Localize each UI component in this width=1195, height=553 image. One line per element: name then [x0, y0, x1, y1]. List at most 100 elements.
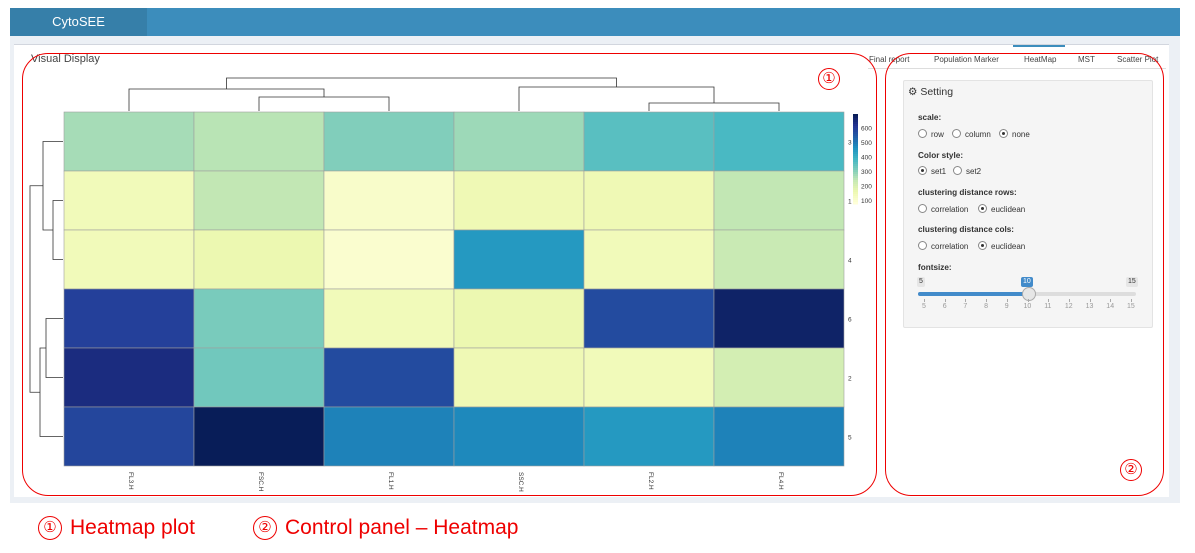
rows-euclidean-radio[interactable]: euclidean — [978, 204, 1025, 214]
heatmap-cell — [323, 406, 455, 467]
fontsize-slider-handle[interactable] — [1021, 287, 1036, 301]
scale-row-radio[interactable]: row — [918, 129, 944, 139]
slider-tick-mark — [924, 299, 925, 302]
color-set2-radio[interactable]: set2 — [953, 166, 981, 176]
colorbar-segment — [853, 196, 858, 199]
heatmap-cell — [63, 406, 195, 467]
tab-heatmap[interactable]: HeatMap — [1024, 55, 1057, 64]
colorbar-segment — [853, 150, 858, 153]
colorbar-segment — [853, 120, 858, 123]
gear-icon: ⚙ — [908, 86, 918, 98]
colorbar-segment — [853, 132, 858, 135]
slider-tick-mark — [1089, 299, 1091, 302]
colorbar-segment — [853, 190, 858, 193]
fontsize-label: fontsize: — [918, 263, 952, 272]
slider-tick-label: 13 — [1085, 303, 1094, 310]
slider-tick-label: 9 — [1004, 303, 1009, 310]
heatmap-cell — [193, 111, 325, 172]
app-title[interactable]: CytoSEE — [10, 8, 147, 36]
heatmap-cell — [323, 288, 455, 349]
color-set1-radio[interactable]: set1 — [918, 166, 946, 176]
colorbar-segment — [853, 202, 858, 205]
heatmap-highlight — [22, 53, 877, 496]
tab-final-report[interactable]: Final report — [869, 55, 910, 64]
heatmap-cell — [713, 229, 845, 290]
heatmap-cell — [583, 170, 715, 231]
colorbar-tick-label: 400 — [861, 155, 872, 162]
heatmap-cell — [63, 229, 195, 290]
row-label: 4 — [848, 258, 852, 265]
heatmap-cell — [193, 229, 325, 290]
heatmap-cell — [63, 288, 195, 349]
row-label: 3 — [848, 140, 852, 147]
colorbar-segment — [853, 158, 858, 161]
column-label: FL3.H — [127, 472, 134, 490]
row-label: 5 — [848, 435, 852, 442]
color-style-label: Color style: — [918, 151, 964, 160]
colorbar-segment — [853, 138, 858, 141]
settings-title-text: Setting — [920, 86, 954, 98]
colorbar-segment — [853, 194, 858, 197]
colorbar-segment — [853, 142, 858, 145]
column-label: FL4.H — [777, 472, 784, 490]
slider-max-label: 15 — [1126, 277, 1138, 287]
colorbar-segment — [853, 134, 858, 137]
caption-heatmap: ① Heatmap plot — [38, 516, 195, 540]
clustering-cols-label: clustering distance cols: — [918, 225, 1015, 234]
colorbar-segment — [853, 198, 858, 201]
fontsize-slider-fill — [918, 292, 1028, 296]
rows-correlation-radio[interactable]: correlation — [918, 204, 968, 214]
colorbar-segment — [853, 200, 858, 203]
colorbar-tick-label: 200 — [861, 184, 872, 191]
marker-1: ① — [818, 68, 840, 90]
slider-value-label: 10 — [1021, 277, 1033, 287]
heatmap-cell — [713, 111, 845, 172]
control-panel-highlight — [885, 53, 1164, 496]
colorbar-tick-label: 300 — [861, 169, 872, 176]
heatmap-cell — [193, 406, 325, 467]
caption-control-panel: ② Control panel – Heatmap — [253, 516, 518, 540]
colorbar-segment — [853, 140, 858, 143]
colorbar-segment — [853, 126, 858, 129]
scale-none-radio[interactable]: none — [999, 129, 1030, 139]
colorbar-tick-label: 100 — [861, 198, 872, 205]
colorbar-segment — [853, 170, 858, 173]
slider-tick-label: 14 — [1106, 303, 1115, 310]
colorbar-segment — [853, 172, 858, 175]
slider-tick-mark — [1110, 299, 1112, 302]
heatmap-cell — [453, 111, 585, 172]
scale-label: scale: — [918, 113, 942, 122]
colorbar-segment — [853, 188, 858, 191]
heatmap-cell — [453, 170, 585, 231]
heatmap-cell — [323, 347, 455, 408]
heatmap-cell — [713, 406, 845, 467]
colorbar-segment — [853, 148, 858, 151]
column-label: FL2.H — [647, 472, 654, 490]
row-label: 1 — [848, 199, 852, 206]
marker-2: ② — [1120, 459, 1142, 481]
heatmap-cell — [63, 347, 195, 408]
colorbar-segment — [853, 152, 858, 155]
row-label: 2 — [848, 376, 852, 383]
settings-title: ⚙ Setting — [908, 86, 953, 98]
heatmap-cell — [193, 347, 325, 408]
cols-euclidean-radio[interactable]: euclidean — [978, 241, 1025, 251]
heatmap-cell — [193, 170, 325, 231]
colorbar-segment — [853, 186, 858, 189]
tab-scatter-plot[interactable]: Scatter Plot — [1117, 55, 1159, 64]
colorbar-tick-label: 600 — [861, 126, 872, 133]
heatmap-cell — [63, 111, 195, 172]
cols-correlation-radio[interactable]: correlation — [918, 241, 968, 251]
tab-mst[interactable]: MST — [1078, 55, 1095, 64]
colorbar-segment — [853, 124, 858, 127]
colorbar-segment — [853, 130, 858, 133]
row-label: 6 — [848, 317, 852, 324]
slider-tick-label: 7 — [963, 303, 968, 310]
colorbar-segment — [853, 116, 858, 119]
slider-tick-label: 10 — [1023, 303, 1032, 310]
heatmap-cell — [453, 406, 585, 467]
visual-display-title: Visual Display — [31, 53, 100, 65]
slider-tick-mark — [1068, 299, 1070, 302]
tab-population-marker[interactable]: Population Marker — [934, 55, 999, 64]
scale-column-radio[interactable]: column — [952, 129, 991, 139]
